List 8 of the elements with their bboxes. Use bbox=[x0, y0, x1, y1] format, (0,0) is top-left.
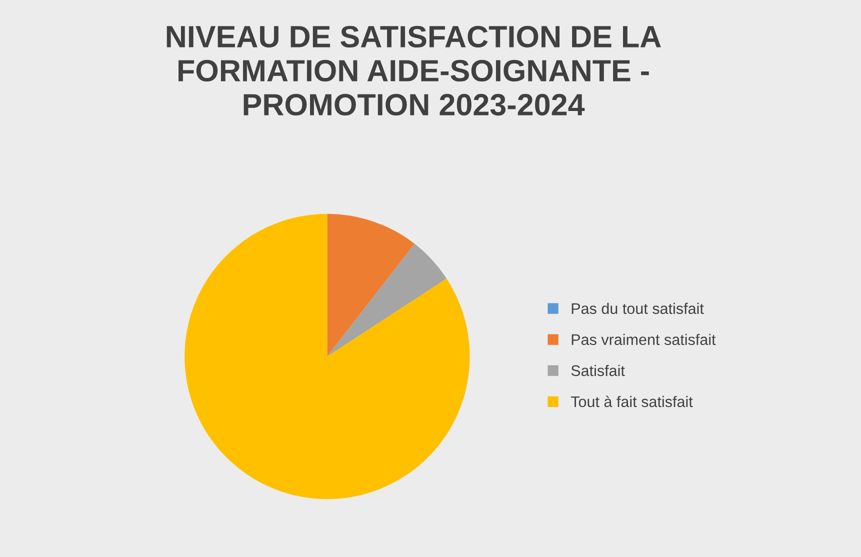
legend-label: Pas du tout satisfait bbox=[572, 302, 704, 314]
chart-title: NIVEAU DE SATISFACTION DE LA FORMATION AIDE-SOIGNANTE - PROMOTION 2023-2024 bbox=[166, 26, 661, 116]
pie-slice bbox=[184, 214, 470, 500]
legend-label: Satisfait bbox=[571, 364, 625, 376]
pie-slice bbox=[327, 244, 447, 356]
pie-slice bbox=[327, 214, 415, 356]
legend-label: Tout à fait satisfait bbox=[570, 396, 693, 408]
legend-label: Pas vraiment satisfait bbox=[572, 334, 716, 346]
